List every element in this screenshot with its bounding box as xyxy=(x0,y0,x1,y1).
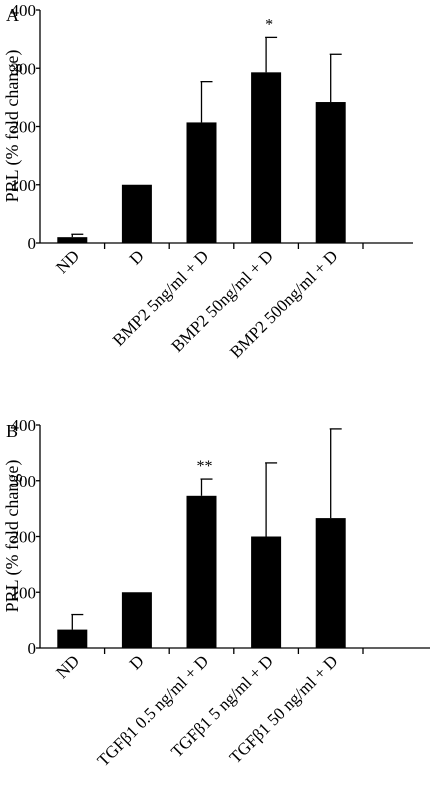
bar xyxy=(57,629,88,648)
y-axis-label: PRL (% fold change) xyxy=(2,50,23,203)
y-tick-label: 300 xyxy=(11,472,37,491)
y-tick-label: 400 xyxy=(11,416,37,435)
y-tick-label: 100 xyxy=(11,583,37,602)
y-tick-label: 300 xyxy=(11,59,37,78)
category-label: ND xyxy=(52,651,83,682)
y-tick-label: 200 xyxy=(11,118,37,137)
panel-label: A xyxy=(6,5,19,25)
category-label: D xyxy=(126,246,148,268)
category-label: D xyxy=(126,651,148,673)
y-axis-label: PRL (% fold change) xyxy=(2,460,23,613)
bar xyxy=(121,184,152,243)
significance-mark: ** xyxy=(197,458,213,475)
bar xyxy=(57,237,88,243)
significance-mark: * xyxy=(265,16,273,33)
y-tick-label: 100 xyxy=(11,176,37,195)
bar xyxy=(186,495,217,648)
bar xyxy=(251,536,282,648)
category-label: TGFβ1 50 ng/ml + D xyxy=(226,651,342,767)
category-label: TGFβ1 0.5 ng/ml + D xyxy=(93,651,212,770)
category-label: ND xyxy=(52,246,83,277)
y-tick-label: 0 xyxy=(28,639,37,658)
chart-panel-2: B PRL (% fold change) 0 100 200 300 400 ND D ** TG… xyxy=(2,416,430,770)
bar xyxy=(186,122,217,243)
y-tick-label: 400 xyxy=(11,1,37,20)
panel-label: B xyxy=(6,421,18,441)
bar xyxy=(121,592,152,648)
bar xyxy=(315,518,346,648)
bar xyxy=(315,102,346,243)
chart-panel-1: A PRL (% fold change) 0 100 200 300 400 ND D BMP2… xyxy=(2,1,413,362)
category-label: BMP2 500ng/ml + D xyxy=(226,246,341,361)
y-tick-label: 0 xyxy=(28,234,37,253)
y-tick-label: 200 xyxy=(11,528,37,547)
bar xyxy=(251,72,282,243)
